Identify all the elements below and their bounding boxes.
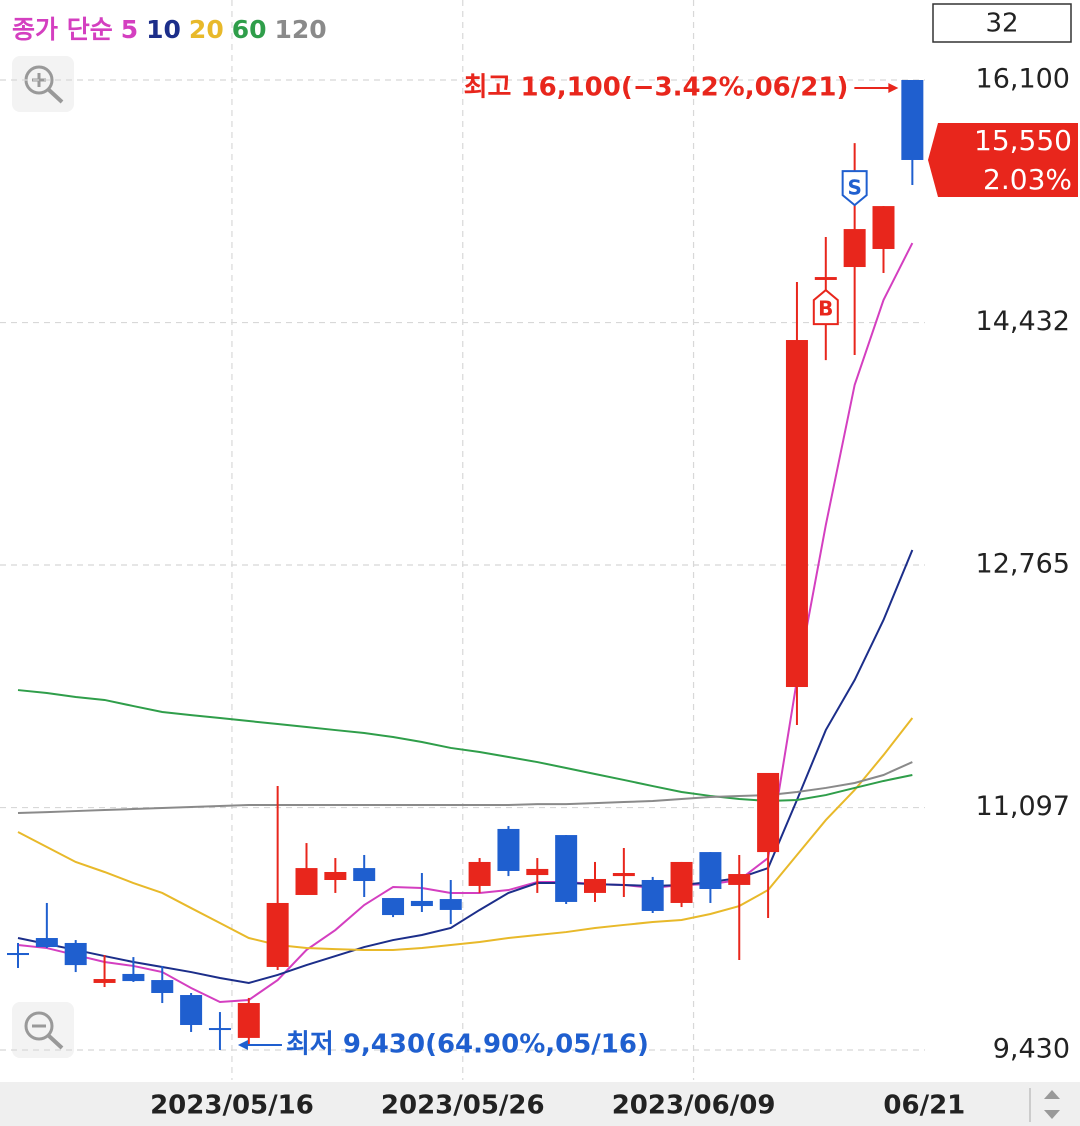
low-arrowhead	[237, 1040, 248, 1050]
zoom-in[interactable]	[12, 56, 74, 112]
x-tick-label: 2023/05/16	[150, 1091, 314, 1121]
candle-body	[93, 979, 116, 983]
candle-body	[468, 861, 491, 886]
legend-entry: 5	[120, 15, 139, 44]
high-arrowhead	[888, 83, 899, 93]
candle-body	[122, 973, 145, 982]
count-box[interactable]	[932, 3, 1072, 43]
x-tick-label: 2023/06/09	[612, 1091, 776, 1121]
legend: 종가 단순 5 10 20 60 120	[12, 10, 335, 46]
candle-body	[728, 874, 751, 885]
legend-entry: 60	[231, 15, 267, 44]
candle-body	[785, 340, 808, 688]
candle-body	[353, 868, 376, 882]
signal-marker	[812, 288, 839, 326]
candle-body	[382, 898, 405, 916]
zoom-out[interactable]	[12, 1002, 74, 1058]
ma-line	[17, 549, 914, 984]
candle-body	[151, 980, 174, 993]
last-price: 15,550	[974, 124, 1072, 157]
candle-body	[584, 878, 606, 893]
candle-body	[843, 229, 866, 268]
candle-body	[7, 953, 29, 956]
signal-label: S	[847, 176, 861, 200]
candle-body	[814, 277, 837, 280]
candle-body	[180, 995, 203, 1025]
legend-entry: 20	[188, 15, 224, 44]
ma-line	[17, 242, 914, 1004]
legend-entry: 종가 단순	[12, 15, 113, 44]
candle-body	[324, 871, 347, 880]
candle-body	[410, 900, 433, 907]
candle-body	[555, 835, 578, 902]
price-tag	[928, 123, 1078, 197]
high-label: 최고 16,100(−3.42%,06/21)	[464, 73, 849, 103]
y-tick-label: 14,432	[976, 306, 1070, 337]
low-label: 최저 9,430(64.90%,05/16)	[286, 1030, 649, 1060]
y-tick-label: 16,100	[976, 64, 1070, 95]
candle-body	[757, 772, 780, 853]
signal-label: B	[818, 297, 833, 321]
candle-body	[208, 1028, 231, 1031]
legend-entry: 120	[274, 15, 327, 44]
x-tick-label: 06/21	[883, 1091, 965, 1121]
y-tick-label: 12,765	[976, 549, 1070, 580]
date-bar	[0, 1082, 1080, 1126]
candle-body	[497, 828, 520, 871]
scroll-arrows[interactable]	[1029, 1088, 1060, 1122]
change-rate: 2.03%	[983, 163, 1072, 196]
candle-body	[670, 861, 693, 903]
count: 32	[985, 9, 1018, 39]
ma-line	[17, 717, 914, 951]
candle-body	[612, 873, 635, 877]
candle-body	[872, 206, 895, 249]
candle-body	[901, 80, 924, 160]
candle-body	[295, 868, 318, 895]
candle-body	[526, 868, 549, 876]
candle-body	[266, 902, 289, 967]
signal-marker	[841, 170, 868, 207]
candle-body	[237, 1003, 260, 1038]
x-tick-label: 2023/05/26	[381, 1091, 545, 1121]
candle-body	[439, 899, 462, 910]
y-tick-label: 11,097	[976, 791, 1070, 822]
candle-body	[64, 942, 87, 966]
candle-body	[699, 852, 722, 890]
y-tick-label: 9,430	[993, 1034, 1070, 1065]
candle-body	[35, 938, 58, 948]
legend-entry: 10	[146, 15, 181, 44]
candle-body	[641, 879, 664, 911]
